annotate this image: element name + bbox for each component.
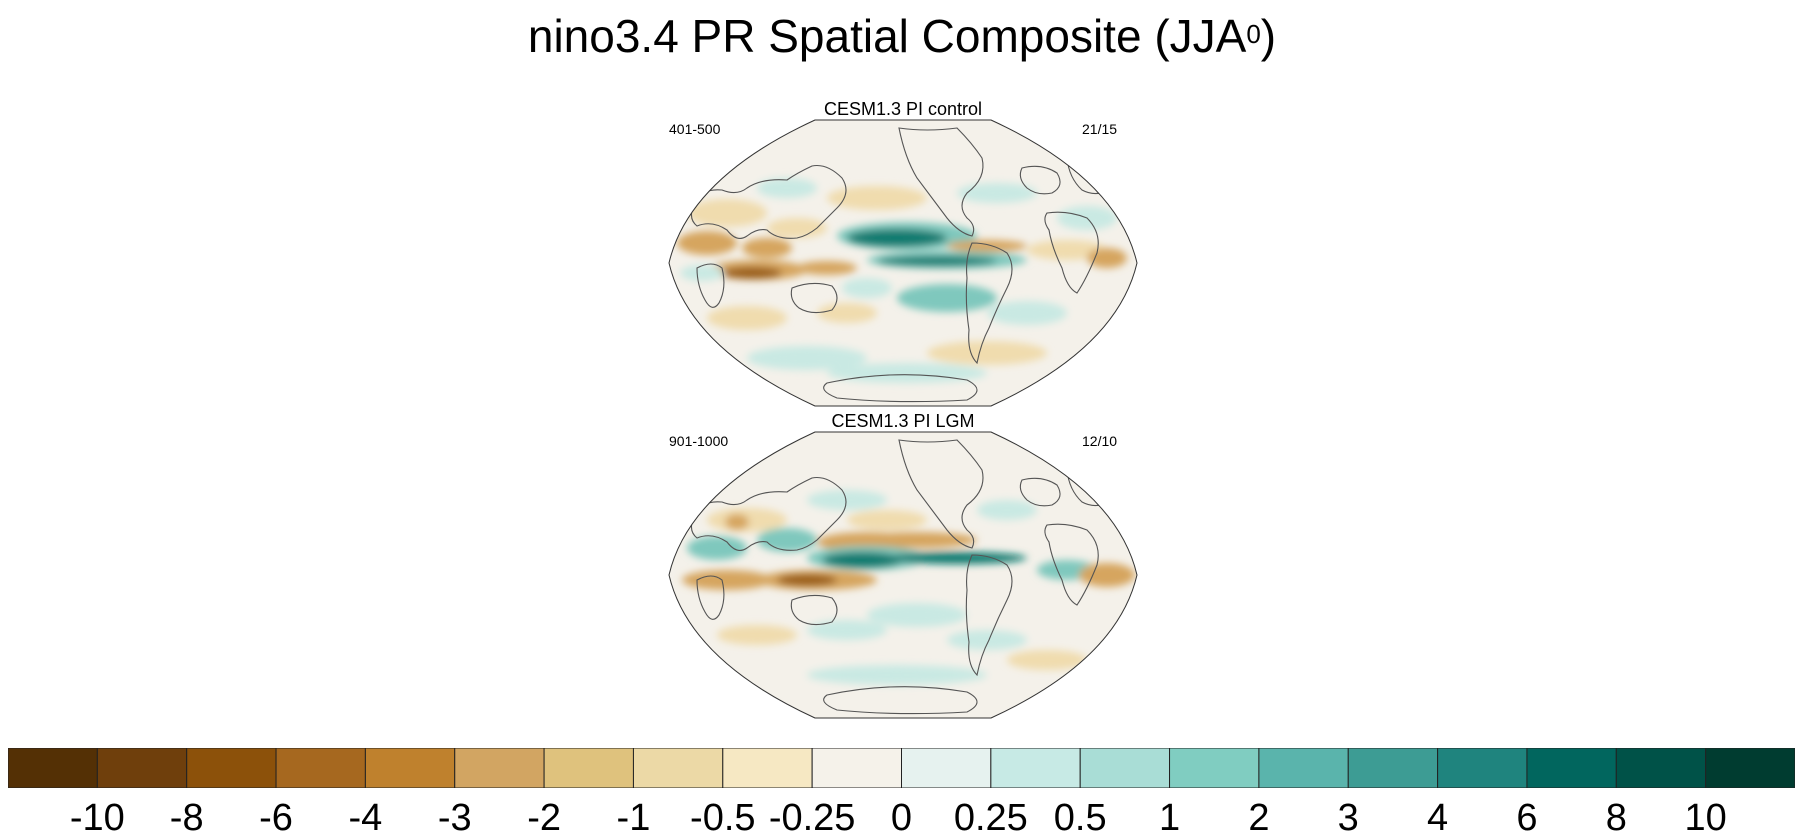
panel-1-title: CESM1.3 PI control	[823, 99, 983, 119]
colorbar-swatch	[1705, 748, 1795, 788]
colorbar-tick-label: -0.25	[768, 797, 856, 839]
colorbar	[8, 748, 1795, 788]
colorbar-swatch	[454, 748, 545, 788]
colorbar-swatch	[1258, 748, 1349, 788]
colorbar-tick-label: 3	[1337, 797, 1359, 839]
map-1-border	[668, 119, 1138, 407]
colorbar-tick-label: -10	[69, 797, 125, 839]
map-2-coastlines	[690, 439, 1115, 715]
colorbar-swatch	[632, 748, 724, 788]
colorbar-swatch	[1079, 748, 1171, 788]
panel-2-right-label: 12/10	[1082, 433, 1118, 449]
colorbar-tick-label: -6	[259, 797, 293, 839]
colorbar-swatch	[275, 748, 366, 788]
colorbar-tick-label: -8	[169, 797, 204, 839]
colorbar-swatch	[96, 748, 188, 788]
map-1-precip-anomaly-field	[677, 178, 1127, 383]
colorbar-swatch	[901, 748, 992, 788]
colorbar-swatch	[1347, 748, 1439, 788]
colorbar-swatch	[811, 748, 903, 788]
map-2-border	[668, 431, 1138, 719]
panel-1-left-label: 401-500	[669, 121, 721, 137]
colorbar-swatch	[722, 748, 813, 788]
colorbar-swatch	[1615, 748, 1707, 788]
panel-1-right-label: 21/15	[1082, 121, 1118, 137]
colorbar-tick-label: -0.5	[690, 797, 756, 839]
colorbar-swatch	[1437, 748, 1528, 788]
colorbar-tick-label: -1	[616, 797, 651, 839]
panel-2-title: CESM1.3 PI LGM	[831, 411, 975, 431]
colorbar-swatch	[1526, 748, 1617, 788]
colorbar-swatch	[1169, 748, 1260, 788]
colorbar-tick-label: 1	[1158, 797, 1181, 839]
colorbar-tick-label: -2	[527, 797, 561, 839]
map-panel-2	[668, 431, 1138, 719]
figure-title: nino3.4 PR Spatial Composite (JJA0)	[527, 10, 1277, 62]
map-2-precip-anomaly-field	[682, 490, 1135, 685]
colorbar-swatch	[8, 748, 98, 788]
colorbar-tick-label: 8	[1605, 797, 1627, 839]
colorbar-swatch	[364, 748, 456, 788]
colorbar-tick-label: 4	[1427, 797, 1449, 839]
colorbar-tick-label: -3	[437, 797, 472, 839]
colorbar-tick-label: 10	[1684, 797, 1727, 839]
colorbar-tick-label: 2	[1248, 797, 1270, 839]
map-1-coastlines	[690, 127, 1115, 403]
colorbar-tick-label: 0	[890, 797, 913, 839]
colorbar-tick-label: 0.5	[1053, 797, 1107, 839]
colorbar-swatch	[543, 748, 634, 788]
colorbar-swatch	[186, 748, 277, 788]
colorbar-tick-label: -4	[348, 797, 383, 839]
colorbar-swatch	[990, 748, 1081, 788]
map-panel-1	[668, 119, 1138, 407]
panel-2-left-label: 901-1000	[669, 433, 729, 449]
colorbar-tick-label: 0.25	[953, 797, 1028, 839]
colorbar-tick-label: 6	[1516, 797, 1538, 839]
